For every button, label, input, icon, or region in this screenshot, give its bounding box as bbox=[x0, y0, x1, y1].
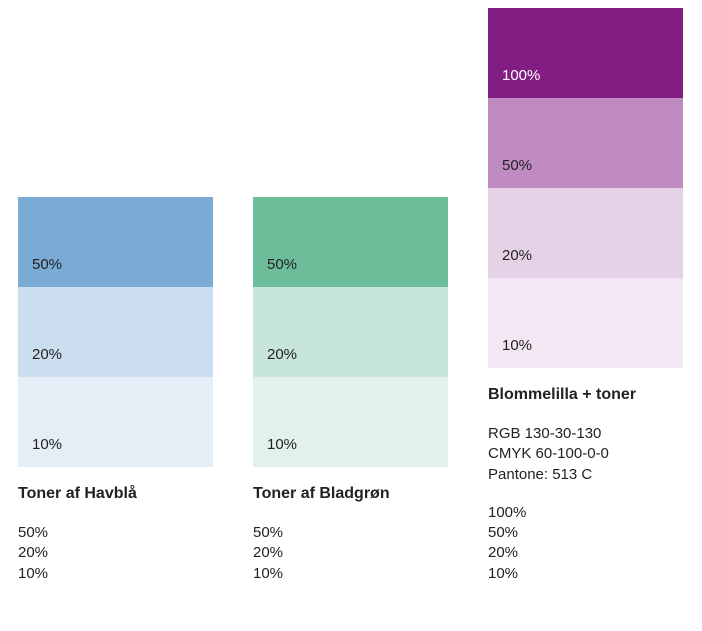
meta-line: 20% bbox=[488, 543, 683, 563]
swatch-stack: 50% 20% 10% bbox=[18, 197, 213, 467]
color-swatch: 10% bbox=[488, 278, 683, 368]
palette-column: 50%20%10%Toner af Bladgrøn50%20%10% bbox=[253, 197, 448, 584]
color-swatch: 20% bbox=[18, 287, 213, 377]
meta-line: 20% bbox=[18, 543, 213, 563]
swatch-stack: 100% 50% 20% 10% bbox=[488, 8, 683, 368]
swatch-label: 50% bbox=[267, 256, 297, 273]
meta-line: 20% bbox=[253, 543, 448, 563]
swatch-label: 10% bbox=[32, 436, 62, 453]
palette-meta: RGB 130-30-130CMYK 60-100-0-0Pantone: 51… bbox=[488, 424, 683, 584]
meta-line: RGB 130-30-130 bbox=[488, 424, 683, 444]
swatch-label: 50% bbox=[502, 157, 532, 174]
meta-line: 10% bbox=[488, 564, 683, 584]
meta-line: 10% bbox=[253, 564, 448, 584]
palette-meta: 50%20%10% bbox=[18, 523, 213, 584]
swatch-label: 20% bbox=[502, 247, 532, 264]
swatch-stack: 50% 20% 10% bbox=[253, 197, 448, 467]
swatch-label: 50% bbox=[32, 256, 62, 273]
swatch-label: 10% bbox=[502, 337, 532, 354]
color-swatch: 10% bbox=[253, 377, 448, 467]
meta-line: 50% bbox=[253, 523, 448, 543]
palette-column: 50%20%10%Toner af Havblå50%20%10% bbox=[18, 197, 213, 584]
meta-line: CMYK 60-100-0-0 bbox=[488, 444, 683, 464]
color-swatch: 50% bbox=[488, 98, 683, 188]
meta-line: 50% bbox=[488, 523, 683, 543]
color-swatch: 10% bbox=[18, 377, 213, 467]
meta-line: Pantone: 513 C bbox=[488, 465, 683, 485]
color-swatch: 50% bbox=[253, 197, 448, 287]
palette-title: Blommelilla + toner bbox=[488, 386, 683, 404]
palette-column: 100%50%20%10%Blommelilla + tonerRGB 130-… bbox=[488, 8, 683, 584]
palette-title: Toner af Bladgrøn bbox=[253, 485, 448, 503]
swatch-label: 10% bbox=[267, 436, 297, 453]
palette-title: Toner af Havblå bbox=[18, 485, 213, 503]
color-swatch: 20% bbox=[488, 188, 683, 278]
meta-line: 50% bbox=[18, 523, 213, 543]
meta-line: 10% bbox=[18, 564, 213, 584]
meta-line: 100% bbox=[488, 503, 683, 523]
swatch-label: 20% bbox=[32, 346, 62, 363]
palette-meta: 50%20%10% bbox=[253, 523, 448, 584]
swatch-label: 20% bbox=[267, 346, 297, 363]
color-swatch: 100% bbox=[488, 8, 683, 98]
color-swatch: 50% bbox=[18, 197, 213, 287]
swatch-label: 100% bbox=[502, 67, 540, 84]
color-swatch: 20% bbox=[253, 287, 448, 377]
spacer bbox=[488, 485, 683, 503]
